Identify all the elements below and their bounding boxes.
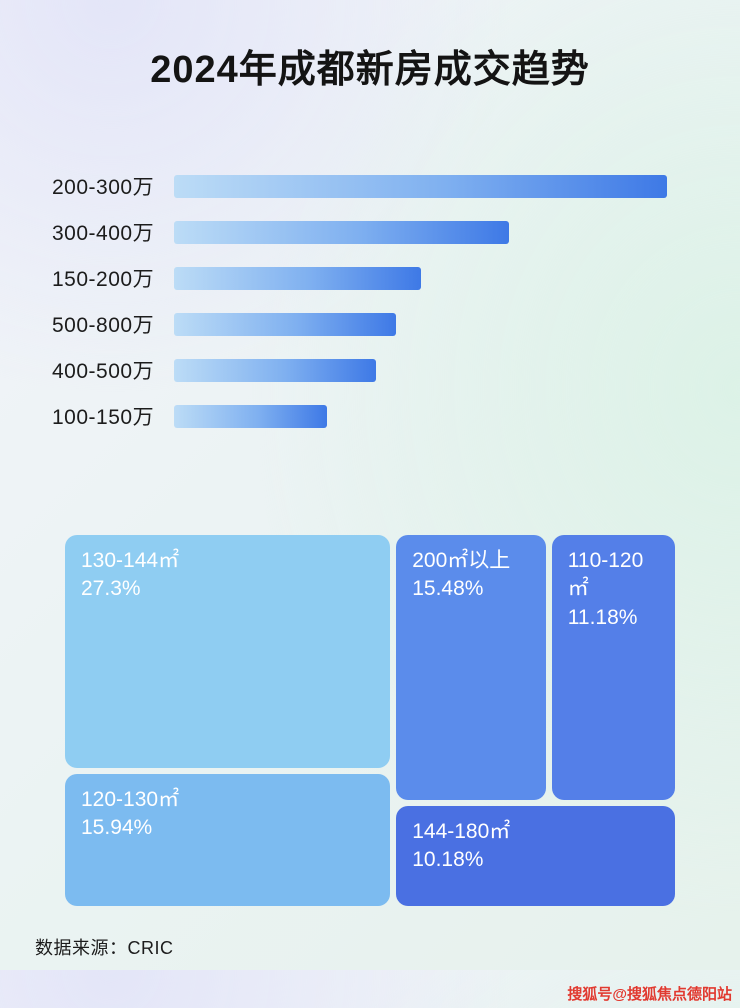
bar-row: 200-300万 bbox=[52, 163, 667, 209]
treemap-block-share: 27.3% bbox=[81, 577, 141, 601]
bar bbox=[174, 266, 421, 290]
treemap-block-130-144: 130-144㎡ 27.3% bbox=[65, 535, 391, 768]
treemap-block-120-130: 120-130㎡ 15.94% bbox=[65, 773, 391, 906]
data-source-note: 数据来源：CRIC bbox=[35, 938, 174, 958]
bar-category-label: 150-200万 bbox=[52, 268, 155, 291]
bar-track bbox=[174, 266, 667, 290]
treemap-block-label: 144-180㎡ bbox=[412, 819, 511, 843]
bar bbox=[174, 404, 327, 428]
bar-track bbox=[174, 174, 667, 198]
treemap-block-share: 11.18% bbox=[567, 605, 638, 629]
treemap-block-label: 120-130㎡ bbox=[81, 787, 180, 811]
treemap-block-144-180: 144-180㎡ 10.18% bbox=[396, 805, 675, 906]
page-title: 2024年成都新房成交趋势 bbox=[150, 49, 590, 91]
bar-row: 500-800万 bbox=[52, 301, 667, 347]
treemap-block-110-120: 110-120㎡ 11.18% bbox=[551, 535, 675, 800]
bar-row: 150-200万 bbox=[52, 255, 667, 301]
bar-category-label: 100-150万 bbox=[52, 406, 155, 429]
bar-category-label: 300-400万 bbox=[52, 222, 155, 245]
bar-category-label: 400-500万 bbox=[52, 360, 155, 383]
treemap-block-share: 15.94% bbox=[81, 816, 153, 840]
bar-chart: 200-300万 300-400万 150-200万 500-800万 400-500万… bbox=[52, 163, 667, 439]
bar-track bbox=[174, 358, 667, 382]
bar-category-label: 200-300万 bbox=[52, 176, 155, 199]
bar-row: 400-500万 bbox=[52, 347, 667, 393]
bar bbox=[174, 358, 377, 382]
bar-row: 300-400万 bbox=[52, 209, 667, 255]
treemap-block-200-plus: 200㎡以上 15.48% bbox=[396, 535, 547, 800]
bar bbox=[174, 174, 667, 198]
treemap-block-share: 10.18% bbox=[412, 848, 484, 872]
bar-row: 100-150万 bbox=[52, 393, 667, 439]
treemap-block-label: 130-144㎡ bbox=[81, 549, 180, 572]
bar-category-label: 500-800万 bbox=[52, 314, 155, 337]
bar-track bbox=[174, 312, 667, 336]
watermark: 搜狐号@搜狐焦点德阳站 bbox=[567, 986, 732, 1003]
treemap-chart: 130-144㎡ 27.3% 120-130㎡ 15.94% 200㎡以上 15… bbox=[65, 535, 675, 906]
bar bbox=[174, 220, 510, 244]
bar-track bbox=[174, 220, 667, 244]
treemap-block-share: 15.48% bbox=[412, 577, 484, 601]
bar-track bbox=[174, 404, 667, 428]
bar bbox=[174, 312, 396, 336]
treemap-block-label: 200㎡以上 bbox=[412, 549, 511, 572]
treemap-block-label: 110-120㎡ bbox=[567, 549, 644, 601]
